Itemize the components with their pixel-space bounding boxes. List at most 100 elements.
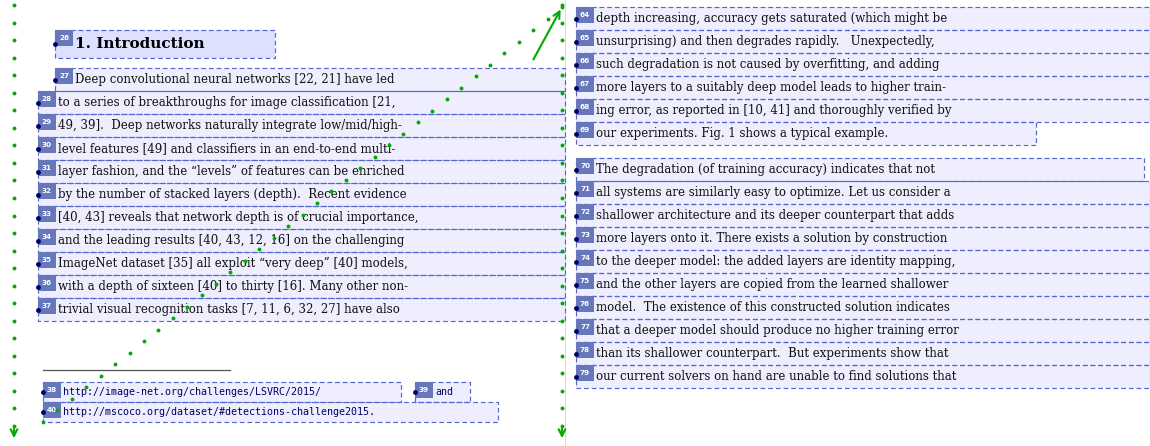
Bar xyxy=(576,365,595,381)
Text: trivial visual recognition tasks [7, 11, 6, 32, 27] have also: trivial visual recognition tasks [7, 11,… xyxy=(58,303,400,316)
Bar xyxy=(576,250,1150,273)
Text: 38: 38 xyxy=(47,387,58,393)
Bar xyxy=(576,227,1150,250)
Text: level features [49] and classifiers in an end-to-end multi-: level features [49] and classifiers in a… xyxy=(58,142,396,155)
Text: http://mscoco.org/dataset/#detections-challenge2015.: http://mscoco.org/dataset/#detections-ch… xyxy=(63,407,375,417)
Bar xyxy=(576,204,595,220)
Bar xyxy=(576,250,1150,273)
Bar xyxy=(576,76,1150,99)
Bar xyxy=(576,53,595,69)
Text: 27: 27 xyxy=(59,73,69,79)
Bar xyxy=(55,30,275,58)
Bar xyxy=(38,114,56,130)
Bar xyxy=(55,68,565,91)
Bar xyxy=(43,402,61,418)
Text: 66: 66 xyxy=(580,58,590,64)
Bar xyxy=(576,227,1150,250)
Text: 71: 71 xyxy=(580,186,590,192)
Text: and the leading results [40, 43, 12, 16] on the challenging: and the leading results [40, 43, 12, 16]… xyxy=(58,234,405,247)
Text: shallower architecture and its deeper counterpart that adds: shallower architecture and its deeper co… xyxy=(596,209,954,222)
Bar xyxy=(38,252,565,275)
Bar xyxy=(576,76,1150,99)
Bar xyxy=(576,122,1036,145)
Text: 73: 73 xyxy=(580,232,590,238)
Bar xyxy=(576,122,595,138)
Bar xyxy=(415,382,470,402)
Text: more layers to a suitably deep model leads to higher train-: more layers to a suitably deep model lea… xyxy=(596,81,946,94)
Bar xyxy=(38,91,565,114)
Bar xyxy=(38,114,565,137)
Bar xyxy=(576,7,1150,30)
Bar xyxy=(576,273,595,289)
Bar xyxy=(38,252,56,268)
Text: 64: 64 xyxy=(580,12,590,18)
Text: such degradation is not caused by overfitting, and adding: such degradation is not caused by overfi… xyxy=(596,58,940,71)
Text: 76: 76 xyxy=(580,301,590,307)
Bar xyxy=(576,76,595,92)
Bar xyxy=(576,30,1150,53)
Text: ing error, as reported in [10, 41] and thoroughly verified by: ing error, as reported in [10, 41] and t… xyxy=(596,104,951,117)
Text: 32: 32 xyxy=(43,188,52,194)
Bar xyxy=(38,183,565,206)
Bar xyxy=(576,273,1150,296)
Bar xyxy=(576,181,1150,204)
Bar xyxy=(43,402,498,422)
Text: 29: 29 xyxy=(41,119,52,125)
Bar xyxy=(38,206,56,222)
Bar xyxy=(576,99,595,115)
Bar xyxy=(576,342,1150,365)
Bar xyxy=(576,365,1150,388)
Bar xyxy=(38,91,56,107)
Text: 69: 69 xyxy=(580,127,590,133)
Bar xyxy=(576,342,1150,365)
Text: http://image-net.org/challenges/LSVRC/2015/: http://image-net.org/challenges/LSVRC/20… xyxy=(63,387,321,397)
Text: Deep convolutional neural networks [22, 21] have led: Deep convolutional neural networks [22, … xyxy=(75,73,394,86)
Bar xyxy=(576,319,595,335)
Text: 77: 77 xyxy=(580,324,590,330)
Bar xyxy=(415,382,470,402)
Bar xyxy=(576,30,1150,53)
Text: model.  The existence of this constructed solution indicates: model. The existence of this constructed… xyxy=(596,301,950,314)
Bar xyxy=(576,99,1150,122)
Text: 28: 28 xyxy=(41,96,52,102)
Text: 37: 37 xyxy=(43,303,52,309)
Bar xyxy=(38,298,565,321)
Text: by the number of stacked layers (depth).  Recent evidence: by the number of stacked layers (depth).… xyxy=(58,188,407,201)
Bar xyxy=(576,181,595,197)
Text: 72: 72 xyxy=(580,209,590,215)
Bar xyxy=(576,53,1150,76)
Text: 36: 36 xyxy=(41,280,52,286)
Text: 49, 39].  Deep networks naturally integrate low/mid/high-: 49, 39]. Deep networks naturally integra… xyxy=(58,119,401,132)
Text: to the deeper model: the added layers are identity mapping,: to the deeper model: the added layers ar… xyxy=(596,255,956,268)
Bar xyxy=(576,204,1150,227)
Text: 68: 68 xyxy=(580,104,590,110)
Bar xyxy=(576,122,1036,145)
Bar xyxy=(576,53,1150,76)
Text: all systems are similarly easy to optimize. Let us consider a: all systems are similarly easy to optimi… xyxy=(596,186,951,199)
Bar xyxy=(576,365,1150,388)
Text: and the other layers are copied from the learned shallower: and the other layers are copied from the… xyxy=(596,278,949,291)
Text: ImageNet dataset [35] all exploit “very deep” [40] models,: ImageNet dataset [35] all exploit “very … xyxy=(58,257,408,270)
Text: 67: 67 xyxy=(580,81,590,87)
Text: unsurprising) and then degrades rapidly.   Unexpectedly,: unsurprising) and then degrades rapidly.… xyxy=(596,35,935,48)
Bar xyxy=(43,402,498,422)
Text: to a series of breakthroughs for image classification [21,: to a series of breakthroughs for image c… xyxy=(58,96,396,109)
Bar xyxy=(576,250,595,266)
Text: that a deeper model should produce no higher training error: that a deeper model should produce no hi… xyxy=(596,324,959,337)
Text: 1. Introduction: 1. Introduction xyxy=(75,37,205,51)
Text: depth increasing, accuracy gets saturated (which might be: depth increasing, accuracy gets saturate… xyxy=(596,12,948,25)
Text: 26: 26 xyxy=(59,35,69,41)
Bar xyxy=(576,227,595,243)
Bar xyxy=(38,298,56,314)
Bar xyxy=(576,204,1150,227)
Bar xyxy=(38,137,565,160)
Bar xyxy=(38,275,565,298)
Bar xyxy=(576,296,1150,319)
Text: The degradation (of training accuracy) indicates that not: The degradation (of training accuracy) i… xyxy=(596,163,935,176)
Bar xyxy=(38,206,565,229)
Bar xyxy=(576,273,1150,296)
Text: 70: 70 xyxy=(580,163,590,169)
Text: than its shallower counterpart.  But experiments show that: than its shallower counterpart. But expe… xyxy=(596,347,949,360)
Bar xyxy=(43,382,401,402)
Text: 33: 33 xyxy=(43,211,52,217)
